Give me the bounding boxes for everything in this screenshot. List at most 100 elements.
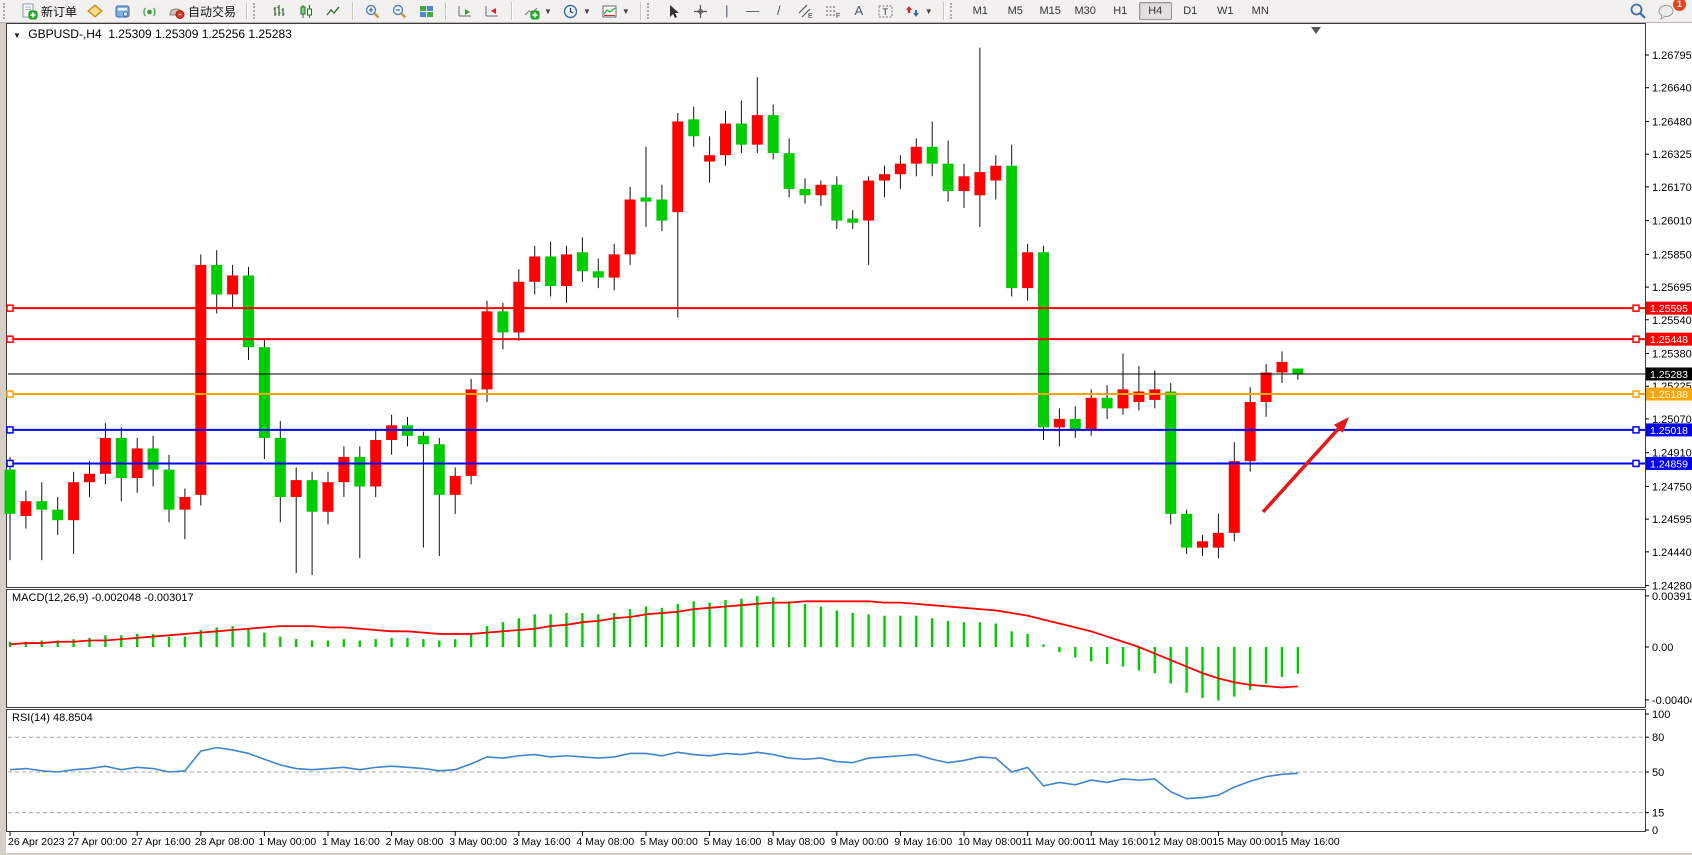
level-line-handle[interactable] — [1632, 459, 1640, 468]
macd-histogram-bar — [1217, 647, 1220, 701]
chart-window-title[interactable]: ▼ GBPUSD-,H4 1.25309 1.25309 1.25256 1.2… — [13, 27, 292, 41]
candlestick-chart-button[interactable] — [293, 1, 320, 22]
level-line-handle[interactable] — [6, 304, 14, 312]
candle-body-9-May-12-00 — [879, 174, 890, 181]
price-axis-label: 1.26170 — [1652, 182, 1692, 194]
timeframe-button-m30[interactable]: M30 — [1074, 5, 1096, 17]
level-line-handle[interactable] — [1632, 304, 1640, 312]
level-line-handle[interactable] — [6, 426, 14, 434]
level-line-handle[interactable] — [1632, 335, 1640, 343]
macd-histogram-bar — [1264, 647, 1268, 684]
timeframe-button-m5[interactable]: M5 — [1007, 5, 1023, 17]
rsi-indicator-label: RSI(14) 48.8504 — [12, 712, 93, 724]
auto-trading-button[interactable]: 自动交易 — [163, 1, 241, 22]
auto-scroll-button[interactable] — [452, 1, 479, 22]
macd-histogram-bar — [517, 618, 520, 647]
macd-histogram-bar — [1121, 647, 1125, 667]
timeframe-button-h1[interactable]: H1 — [1113, 5, 1128, 17]
candle-body-3-May-00-00 — [449, 475, 461, 495]
time-axis-label: 9 May 00:00 — [831, 836, 889, 848]
zoom-out-button[interactable] — [386, 1, 413, 22]
toolbar-drag-handle[interactable] — [3, 3, 10, 19]
search-button[interactable] — [1624, 0, 1652, 22]
price-axis-label: 1.25380 — [1652, 349, 1692, 361]
timeframe-button-d1[interactable]: D1 — [1183, 5, 1198, 17]
vertical-line-button[interactable]: | — [714, 1, 740, 21]
timeframe-button-mn[interactable]: MN — [1251, 5, 1269, 17]
toolbar-drag-handle[interactable] — [949, 3, 957, 19]
crosshair-icon — [693, 4, 707, 18]
text-button[interactable]: A — [846, 1, 872, 21]
chart-shift-marker[interactable] — [1311, 27, 1321, 34]
candle-body-10-May-08-00 — [958, 176, 970, 192]
periods-button[interactable]: ▼ — [557, 1, 596, 22]
auto-trading-label: 自动交易 — [188, 4, 237, 19]
macd-histogram-bar — [1137, 647, 1141, 671]
level-line-handle[interactable] — [6, 459, 14, 468]
time-axis-label: 5 May 16:00 — [704, 836, 762, 848]
macd-histogram-bar — [1105, 647, 1109, 664]
price-axis-label: 1.24440 — [1652, 547, 1692, 559]
price-tag-1.25188 — [1646, 387, 1692, 401]
macd-histogram-bar — [931, 618, 934, 647]
toolbar-group-scroll — [449, 0, 509, 22]
signal-button[interactable] — [136, 1, 163, 22]
timeframe-button-w1[interactable]: W1 — [1216, 5, 1234, 17]
tile-windows-button[interactable] — [413, 1, 440, 22]
horizontal-line-button[interactable]: — — [740, 1, 766, 21]
timeframe-button-h4[interactable]: H4 — [1138, 2, 1172, 20]
rsi-axis-label: 80 — [1652, 732, 1664, 744]
bar-chart-button[interactable] — [266, 1, 293, 22]
vertical-line-icon: | — [725, 3, 729, 18]
arrows-button[interactable]: ▼ — [899, 1, 938, 22]
line-chart-button[interactable] — [320, 1, 347, 22]
macd-histogram-bar — [454, 639, 457, 647]
level-line-handle[interactable] — [1632, 390, 1640, 398]
candle-body-28-Apr-12-00 — [211, 264, 223, 295]
indicators-button[interactable]: ▼ — [518, 1, 557, 22]
toolbar-drag-handle[interactable] — [253, 3, 260, 19]
candle-body-10-May-12-00 — [974, 172, 986, 196]
macd-histogram-bar — [1090, 647, 1093, 662]
candle-body-4-May-16-00 — [608, 254, 620, 278]
chart-context-arrow-icon: ▼ — [13, 31, 21, 40]
time-axis-label: 10 May 08:00 — [958, 836, 1022, 848]
toolbar-drag-handle[interactable] — [646, 3, 654, 19]
window-left-edge — [0, 22, 6, 855]
notifications-button[interactable]: 1 — [1652, 0, 1686, 22]
time-axis-label: 5 May 00:00 — [640, 836, 698, 848]
crosshair-button[interactable] — [687, 1, 714, 22]
templates-icon — [602, 5, 617, 17]
trendline-button[interactable]: / — [766, 1, 792, 21]
fibonacci-button[interactable]: F — [819, 1, 846, 22]
templates-button[interactable]: ▼ — [596, 1, 635, 22]
macd-histogram-bar — [438, 640, 441, 647]
candle-body-8-May-16-00 — [799, 188, 811, 196]
data-window-icon — [115, 5, 130, 17]
price-axis-label: 1.26795 — [1652, 50, 1692, 62]
trend-arrow-line[interactable] — [1261, 424, 1343, 514]
data-window-button[interactable] — [109, 1, 136, 22]
candle-body-28-Apr-00-00 — [163, 469, 175, 510]
zoom-in-button[interactable] — [359, 1, 386, 22]
macd-histogram-bar — [406, 637, 409, 647]
equidistant-channel-button[interactable]: E — [792, 1, 819, 22]
candle-body-26-Apr-12-00 — [20, 501, 32, 516]
level-line-handle[interactable] — [1632, 426, 1640, 434]
trend-arrow-head[interactable] — [1333, 417, 1349, 433]
chart-shift-button[interactable] — [479, 1, 506, 22]
price-axis-label: 1.24595 — [1652, 514, 1692, 526]
svg-text:E: E — [808, 13, 813, 20]
toolbar-separator — [639, 2, 642, 20]
cursor-button[interactable] — [660, 1, 687, 22]
level-line-handle[interactable] — [6, 335, 14, 343]
price-axis-label: 1.25540 — [1652, 315, 1692, 327]
new-order-button[interactable]: 新订单 — [16, 1, 82, 22]
rsi-axis-label: 50 — [1652, 767, 1664, 779]
level-line-handle[interactable] — [6, 390, 14, 398]
text-label-button[interactable]: T — [872, 1, 899, 22]
timeframe-button-m15[interactable]: M15 — [1039, 5, 1061, 17]
macd-histogram-bar — [660, 607, 664, 647]
timeframe-button-m1[interactable]: M1 — [972, 5, 988, 17]
market-watch-button[interactable] — [82, 1, 109, 22]
